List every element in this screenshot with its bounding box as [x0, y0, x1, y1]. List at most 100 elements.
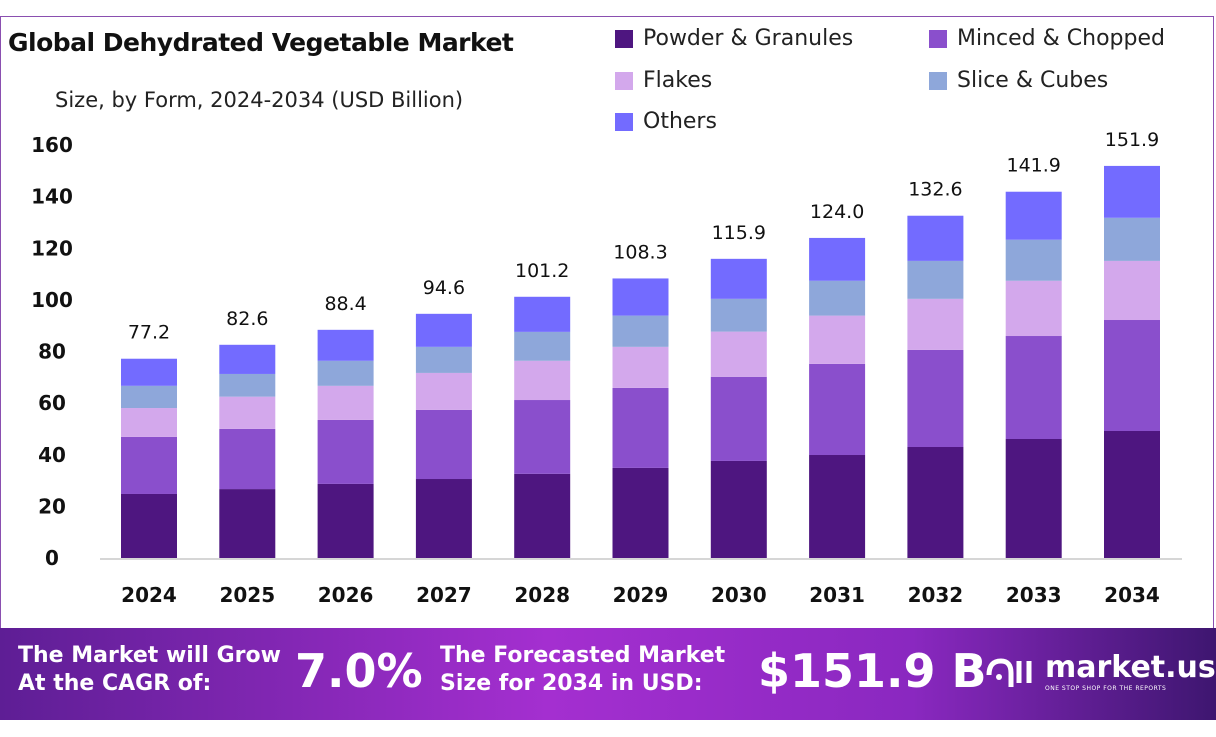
bar-segment-others: [612, 278, 669, 316]
y-tick-label: 100: [31, 288, 73, 312]
bar-segment-slice-cubes: [1005, 239, 1062, 281]
y-tick-label: 140: [31, 185, 73, 209]
bar-segment-powder-granules: [1005, 439, 1062, 558]
bar-segment-flakes: [907, 298, 964, 350]
bar-segment-flakes: [1104, 260, 1160, 321]
forecast-value: $151.9 B: [758, 644, 987, 698]
legend-label: Minced & Chopped: [957, 26, 1165, 51]
x-tick-label: 2034: [1104, 583, 1160, 607]
bar-segment-flakes: [219, 396, 276, 429]
legend-item: Minced & Chopped: [929, 26, 1165, 51]
bar-segment-powder-granules: [121, 493, 177, 558]
x-tick-label: 2026: [318, 583, 374, 607]
bar-segment-minced-chopped: [1104, 320, 1160, 432]
bar-segment-powder-granules: [219, 489, 276, 558]
bar-segment-flakes: [121, 408, 177, 437]
bar-segment-powder-granules: [1104, 431, 1160, 558]
bar-segment-slice-cubes: [1104, 217, 1160, 261]
bar-segment-slice-cubes: [612, 315, 669, 347]
cagr-label: The Market will Grow At the CAGR of:: [18, 642, 281, 698]
bar-segment-minced-chopped: [907, 349, 964, 448]
total-data-label: 132.6: [908, 179, 962, 201]
bar-segment-slice-cubes: [907, 260, 964, 299]
bar-segment-minced-chopped: [415, 409, 472, 480]
forecast-label-line: The Forecasted Market: [440, 643, 726, 668]
cagr-label-line: At the CAGR of:: [18, 671, 212, 696]
x-tick-label: 2027: [416, 583, 472, 607]
chart-subtitle: Size, by Form, 2024-2034 (USD Billion): [55, 88, 464, 112]
legend-swatch: [615, 112, 633, 131]
bar-segment-slice-cubes: [121, 385, 177, 409]
total-data-label: 88.4: [324, 293, 366, 315]
total-data-label: 77.2: [128, 322, 170, 344]
bar-segment-others: [317, 329, 374, 361]
brand-name: market.us: [1045, 650, 1216, 685]
legend-swatch: [929, 29, 947, 48]
legend-swatch: [615, 71, 633, 90]
bar-segment-powder-granules: [809, 455, 866, 558]
bar-segment-slice-cubes: [809, 280, 866, 316]
bar-segment-slice-cubes: [317, 360, 374, 386]
bar-segment-flakes: [317, 385, 374, 420]
cagr-label-line: The Market will Grow: [18, 643, 281, 668]
bar-segment-minced-chopped: [219, 428, 276, 490]
total-data-label: 115.9: [712, 222, 766, 244]
bar-segment-powder-granules: [612, 467, 669, 558]
x-tick-label: 2030: [711, 583, 767, 607]
forecast-label-line: Size for 2034 in USD:: [440, 671, 703, 696]
bar-segment-flakes: [415, 372, 472, 410]
bar-segment-minced-chopped: [514, 400, 571, 474]
legend-swatch: [929, 71, 947, 90]
y-tick-label: 20: [38, 494, 66, 518]
total-data-label: 82.6: [226, 308, 268, 330]
bar-segment-flakes: [514, 360, 571, 401]
total-data-label: 141.9: [1006, 155, 1060, 177]
total-data-label: 101.2: [515, 260, 569, 282]
bar-segment-minced-chopped: [710, 376, 767, 461]
bar-segment-others: [710, 258, 767, 299]
y-tick-label: 40: [38, 443, 66, 467]
x-tick-label: 2029: [613, 583, 669, 607]
x-tick-label: 2033: [1006, 583, 1062, 607]
bar-segment-powder-granules: [907, 447, 964, 558]
bar-segment-powder-granules: [710, 460, 767, 558]
bar-segment-powder-granules: [317, 483, 374, 558]
bar-segment-others: [415, 313, 472, 347]
bar-segment-others: [121, 358, 177, 386]
legend-item: Flakes: [615, 68, 712, 93]
legend-label: Flakes: [643, 68, 713, 93]
bar-segment-slice-cubes: [710, 298, 767, 332]
bar-segment-others: [907, 215, 964, 261]
cagr-value: 7.0%: [295, 644, 423, 698]
footer-banner: The Market will Grow At the CAGR of: 7.0%…: [0, 628, 1216, 720]
bar-segment-slice-cubes: [514, 331, 571, 361]
bar-segment-others: [1104, 165, 1160, 218]
legend-label: Others: [643, 109, 717, 134]
bar-segment-slice-cubes: [219, 373, 276, 397]
total-data-label: 151.9: [1105, 129, 1159, 151]
bar-segment-minced-chopped: [809, 363, 866, 456]
bar-segment-powder-granules: [514, 473, 571, 558]
legend: Powder & Granules Minced & Chopped Flake…: [615, 26, 1215, 146]
brand-logo: market.us ONE STOP SHOP FOR THE REPORTS: [985, 650, 1216, 692]
brand-tagline: ONE STOP SHOP FOR THE REPORTS: [1045, 685, 1167, 692]
chart-title: Global Dehydrated Vegetable Market: [8, 28, 514, 57]
total-data-label: 94.6: [423, 277, 465, 299]
x-tick-label: 2024: [121, 583, 177, 607]
x-tick-label: 2031: [809, 583, 865, 607]
legend-item: Others: [615, 109, 717, 134]
bar-segment-slice-cubes: [415, 346, 472, 373]
y-tick-label: 60: [38, 391, 66, 415]
legend-label: Powder & Granules: [643, 26, 854, 51]
bar-segment-minced-chopped: [121, 436, 177, 494]
bar-segment-others: [514, 296, 571, 332]
y-tick-label: 120: [31, 236, 73, 260]
market-us-logo-icon: [986, 658, 1032, 687]
y-tick-label: 80: [38, 340, 66, 364]
bar-segment-others: [219, 344, 276, 374]
x-tick-label: 2028: [514, 583, 570, 607]
bar-segment-powder-granules: [415, 479, 472, 558]
y-tick-label: 0: [45, 546, 59, 570]
total-data-label: 124.0: [810, 201, 864, 223]
legend-swatch: [615, 29, 633, 48]
